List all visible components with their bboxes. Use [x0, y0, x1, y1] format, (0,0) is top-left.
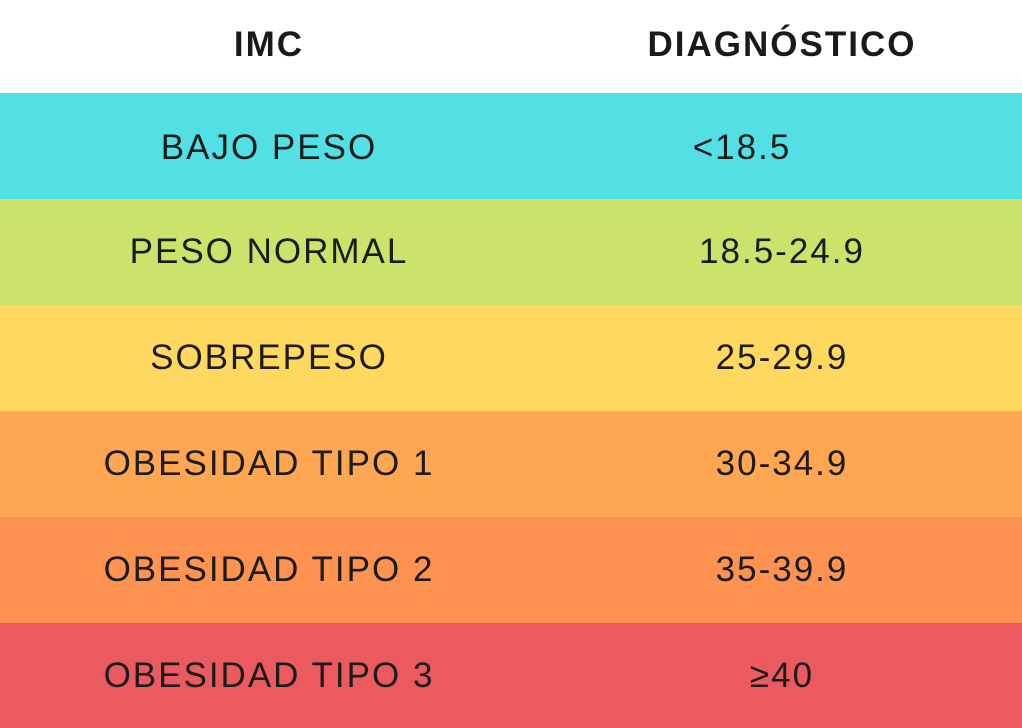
table-row: PESO NORMAL 18.5-24.9 [0, 199, 1022, 305]
table-row: OBESIDAD TIPO 1 30-34.9 [0, 411, 1022, 517]
row-label: SOBREPESO [150, 338, 388, 377]
row-label: OBESIDAD TIPO 1 [103, 444, 435, 483]
row-range: 18.5-24.9 [699, 232, 865, 271]
row-label: PESO NORMAL [129, 232, 409, 271]
row-label: OBESIDAD TIPO 3 [103, 655, 435, 695]
table-row: OBESIDAD TIPO 3 ≥40 [0, 623, 1022, 728]
table-row: OBESIDAD TIPO 2 35-39.9 [0, 517, 1022, 623]
row-label: BAJO PESO [160, 128, 378, 167]
row-range: 25-29.9 [715, 338, 849, 377]
row-label: OBESIDAD TIPO 2 [103, 550, 435, 589]
row-range: <18.5 [692, 128, 792, 167]
table-header: IMC DIAGNÓSTICO [0, 0, 1022, 93]
row-range: 35-39.9 [715, 550, 849, 589]
header-diagnostico: DIAGNÓSTICO [647, 24, 917, 64]
table-row: BAJO PESO <18.5 [0, 93, 1022, 199]
row-range: 30-34.9 [715, 444, 849, 483]
header-imc: IMC [233, 24, 305, 64]
table-row: SOBREPESO 25-29.9 [0, 305, 1022, 411]
row-range: ≥40 [749, 655, 815, 695]
